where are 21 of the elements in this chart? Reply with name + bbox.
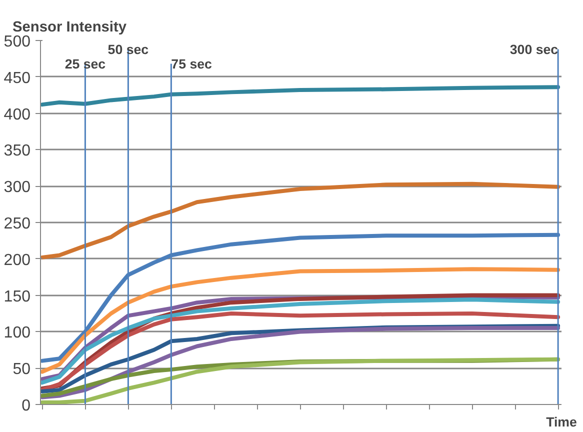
y-tick-label: 0 [22,398,31,414]
ref-line-label: 75 sec [171,56,213,72]
line-series [40,182,560,260]
line-series [40,312,560,392]
line-series [40,267,560,374]
ref-line-label: 25 sec [64,56,106,72]
ref-line-label: 300 sec [510,42,559,57]
x-axis-title: Time [546,414,577,430]
y-tick-label: 250 [4,216,31,232]
y-tick-label: 450 [4,70,31,87]
ref-line-label: 50 sec [108,42,150,57]
y-tick-label: 50 [12,361,31,378]
line-series [40,85,560,107]
y-tick-label: 100 [4,324,31,342]
y-tick-label: 400 [4,106,31,124]
y-tick-label: 350 [4,142,31,160]
y-tick-label: 200 [4,252,31,269]
y-tick-label: 150 [4,288,31,306]
y-tick-label: 300 [4,179,31,196]
chart-title: Sensor Intensity [12,20,128,36]
y-tick-label: 500 [4,34,31,50]
